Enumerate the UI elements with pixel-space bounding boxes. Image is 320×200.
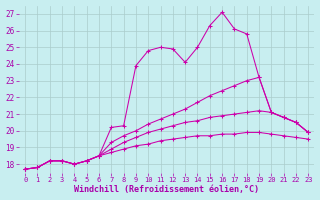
X-axis label: Windchill (Refroidissement éolien,°C): Windchill (Refroidissement éolien,°C) [74, 185, 259, 194]
